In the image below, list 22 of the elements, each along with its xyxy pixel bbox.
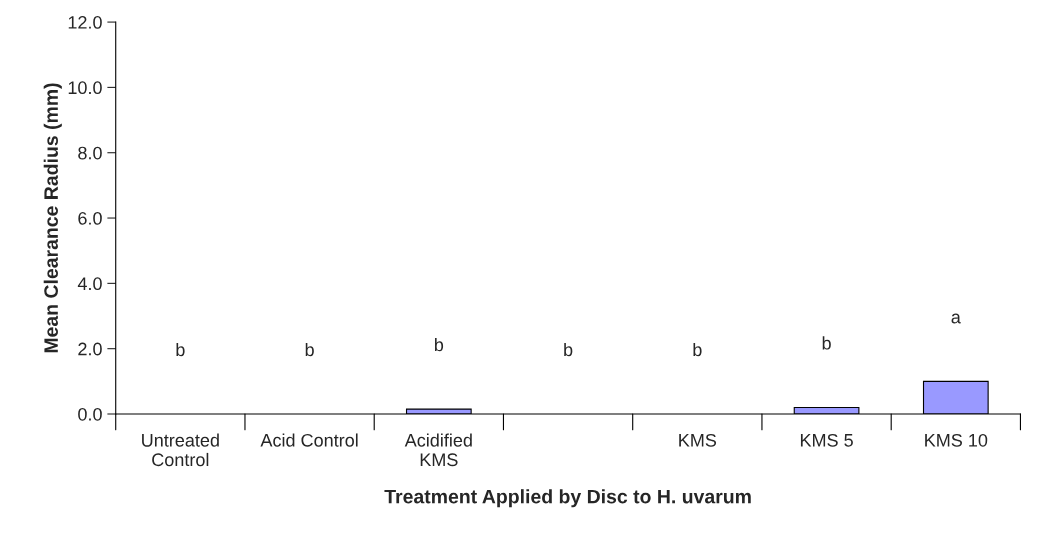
y-tick-label: 4.0: [77, 277, 102, 291]
y-tick-label: 0.0: [78, 407, 102, 421]
annotation: a: [951, 313, 961, 324]
x-tick-label: KMS 10: [925, 433, 988, 447]
x-tick-label: Acid Control: [260, 433, 358, 447]
annotation: b: [434, 337, 444, 352]
x-tick-label: Untreated Control: [142, 433, 219, 467]
x-tick-label: KMS 5: [800, 433, 853, 447]
annotation: b: [564, 342, 573, 357]
x-tick-label: Acidified KMS: [404, 433, 472, 467]
y-tick-label: 6.0: [78, 211, 102, 225]
annotation: b: [822, 336, 831, 350]
y-tick-label: 10.0: [68, 81, 102, 95]
annotation: b: [693, 342, 702, 357]
y-axis-title: Mean Clearance Radius (mm): [43, 83, 62, 353]
annotation: b: [305, 342, 314, 357]
y-tick-label: 12.0: [68, 16, 102, 29]
x-tick-label: KMS: [679, 433, 717, 447]
x-axis-title: Treatment Applied by Disc to H. uvarum: [384, 489, 751, 508]
y-tick-label: 2.0: [78, 342, 102, 356]
y-tick-label: 8.0: [78, 146, 102, 160]
annotation: b: [176, 342, 185, 357]
